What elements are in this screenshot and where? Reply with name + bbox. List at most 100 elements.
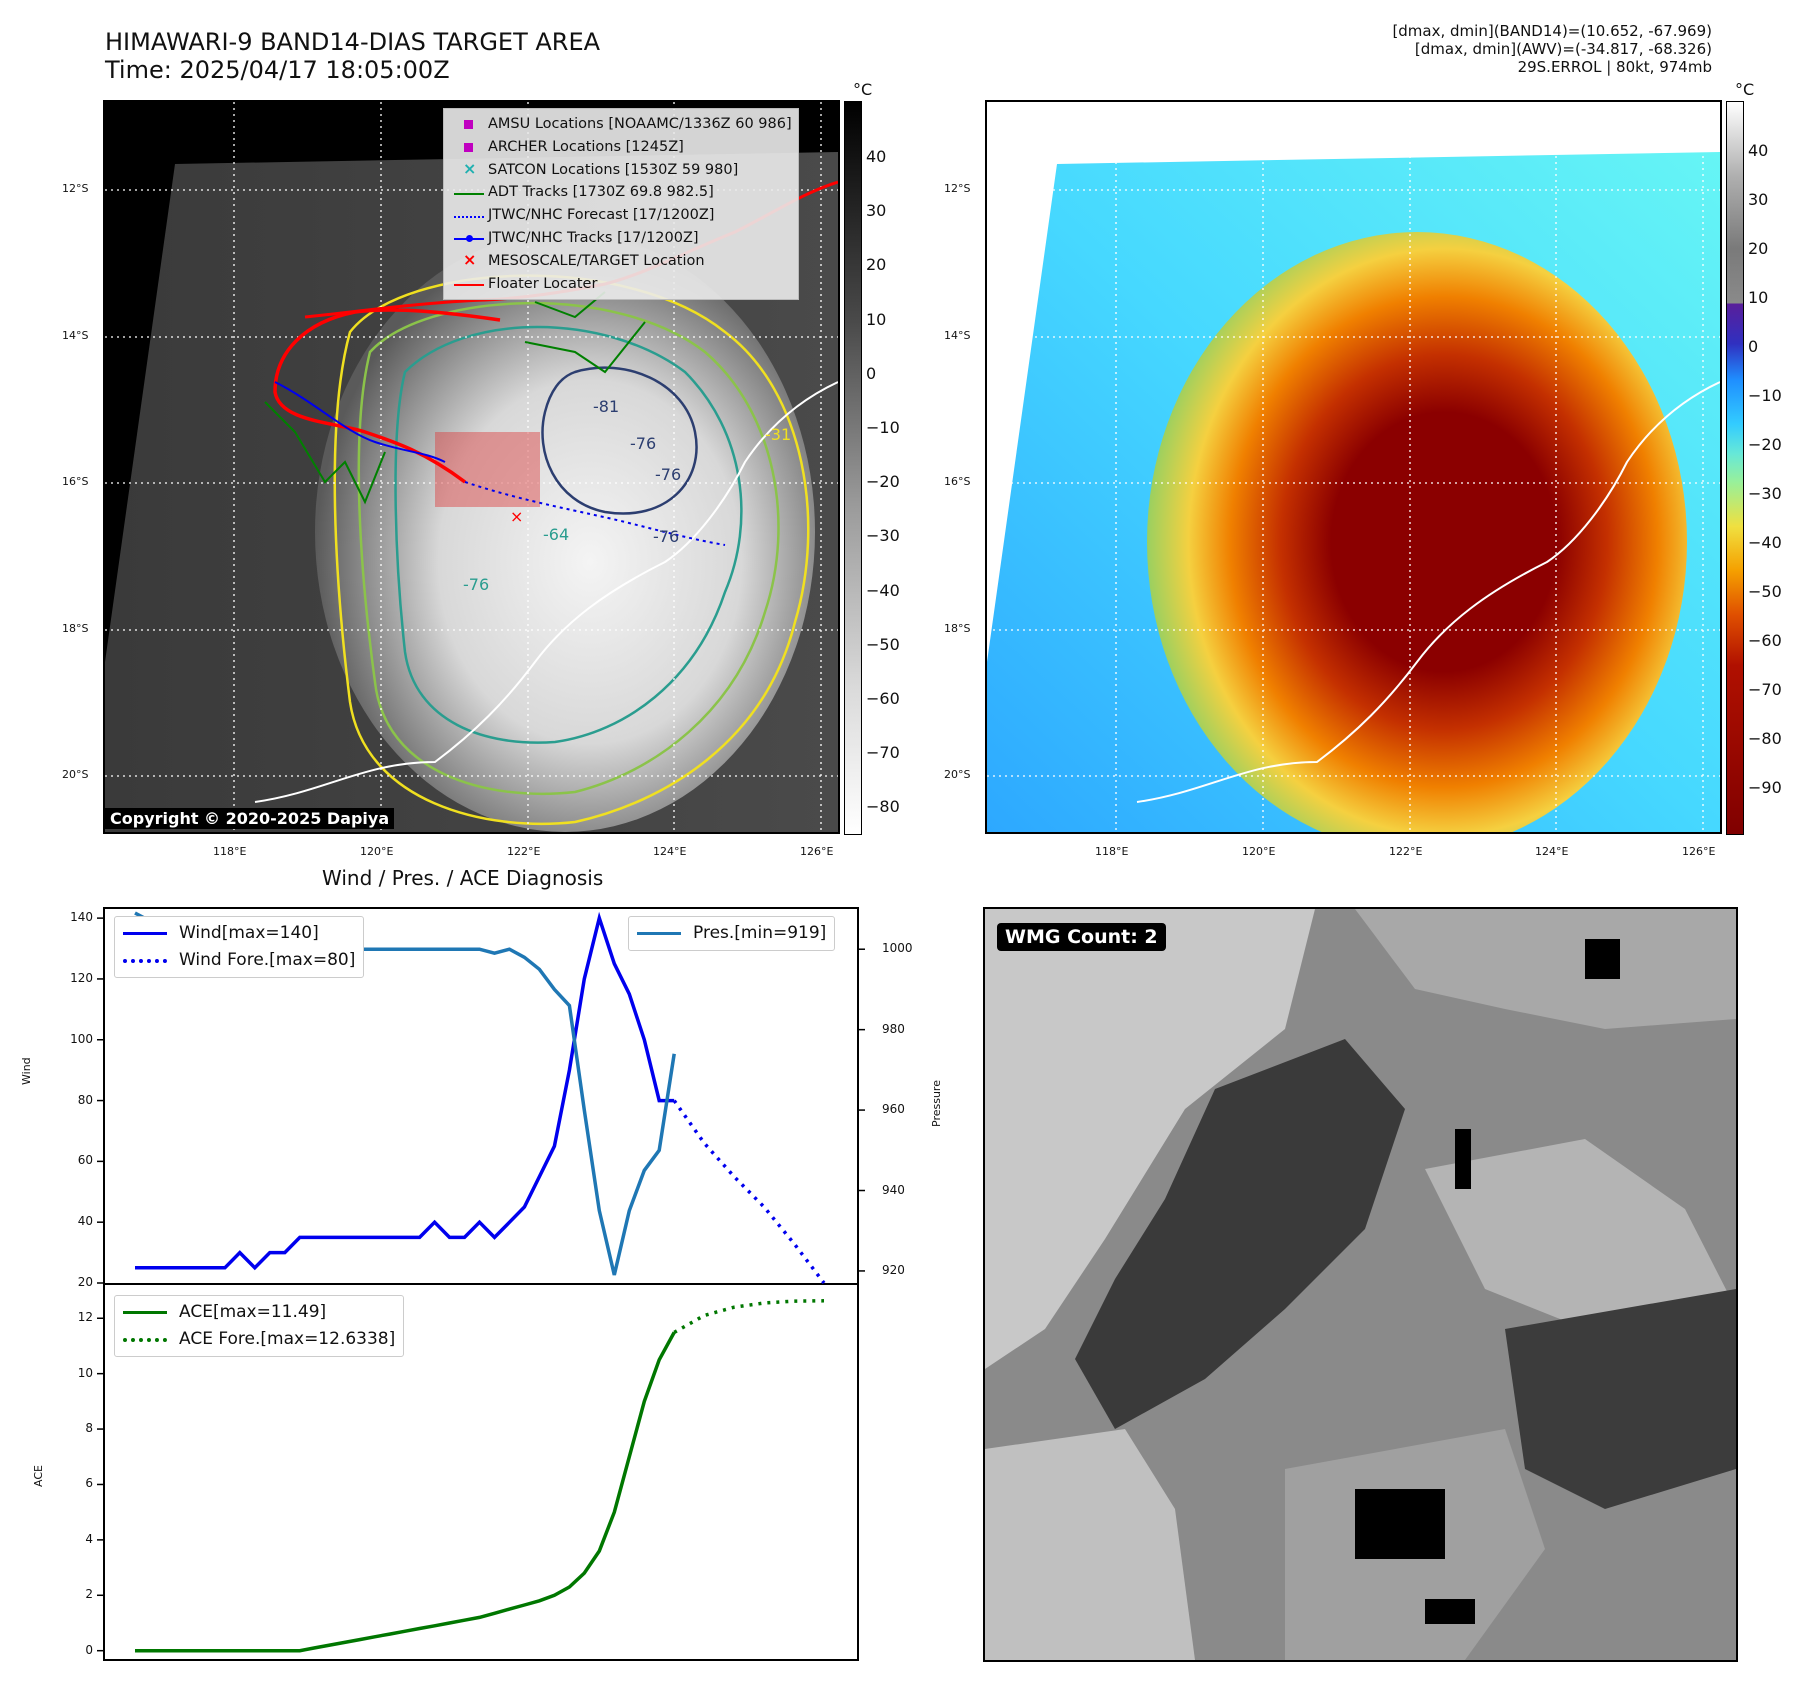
grayscale-map-panel: × -81 -76 -76 -76 -64 -76 -31 AMSU Locat… (103, 100, 840, 834)
info-line-3: 29S.ERROL | 80kt, 974mb (1517, 58, 1712, 76)
legend-ace: ACE[max=11.49] (179, 1302, 327, 1322)
wmg-light-region (985, 909, 1315, 1369)
target-marker: × (510, 507, 523, 526)
map-legend-label: AMSU Locations [NOAAMC/1336Z 60 986] (488, 116, 792, 132)
lat2-label-12s: 12°S (944, 182, 971, 195)
contour-label-4: -76 (653, 527, 679, 546)
legend-symbol-icon (450, 182, 488, 204)
colorbar-tick-label: −80 (1748, 729, 1782, 748)
map-legend-label: Floater Locater (488, 275, 598, 292)
legend-symbol-icon: × (463, 250, 477, 270)
wmg-light-region-2 (985, 1429, 1195, 1660)
lat2-label-14s: 14°S (944, 329, 971, 342)
lat2-label-20s: 20°S (944, 768, 971, 781)
colorbar-tick-label: 30 (866, 201, 887, 221)
contour-label-3: -76 (655, 465, 681, 484)
map-legend: AMSU Locations [NOAAMC/1336Z 60 986] ARCH… (443, 108, 799, 301)
wmg-svg (985, 909, 1736, 1660)
legend-symbol-icon (450, 205, 488, 227)
axis-tick-label: 0 (85, 1642, 93, 1657)
cloud-mass (315, 232, 815, 832)
map-legend-item: ARCHER Locations [1245Z] (450, 136, 792, 159)
ace-legend: ACE[max=11.49] ACE Fore.[max=12.6338] (114, 1295, 405, 1357)
lon-label-118e: 118°E (213, 845, 247, 858)
map-legend-item: JTWC/NHC Tracks [17/1200Z] (450, 227, 792, 250)
wind-legend: Wind[max=140] Wind Fore.[max=80] (114, 916, 365, 978)
jtwc-track (274, 381, 446, 463)
colorbar-tick-label: −90 (1748, 778, 1782, 797)
contour-teal (394, 325, 743, 744)
map-legend-label: ARCHER Locations [1245Z] (488, 138, 684, 155)
wmg-cold-spot-3 (1425, 1599, 1475, 1624)
lon-label-124e: 124°E (653, 845, 687, 858)
color-map-panel (985, 100, 1722, 834)
ace-axes (103, 1283, 859, 1661)
wmg-panel: WMG Count: 2 (983, 907, 1738, 1662)
color-map-gridlines (987, 102, 1720, 832)
axis-tick-label: 40 (77, 1214, 93, 1229)
axis-tick-label: 4 (85, 1531, 93, 1546)
lon2-label-120e: 120°E (1242, 845, 1276, 858)
axis-tick-label: 1000 (882, 941, 913, 956)
colorbar-tick-label: 20 (866, 255, 887, 275)
colorbar-tick-label: 20 (1748, 239, 1769, 258)
wind-axis-label: Wind (20, 1057, 33, 1085)
pressure-legend: Pres.[min=919] (628, 916, 836, 951)
map-legend-item: Floater Locater (450, 273, 792, 296)
wmg-cold-spot-2 (1585, 939, 1620, 979)
target-area-box (435, 432, 540, 507)
colorbar-tick-label: −40 (866, 580, 900, 600)
axis-tick-label: 120 (70, 970, 93, 985)
colorbar-tick-label: −30 (866, 526, 900, 546)
wmg-dark-region-2 (1505, 1289, 1736, 1509)
contour-label-6: -76 (463, 575, 489, 594)
contour-green (357, 302, 780, 796)
wmg-count-label: WMG Count: 2 (997, 923, 1166, 951)
map-legend-rows: AMSU Locations [NOAAMC/1336Z 60 986] ARCH… (450, 113, 792, 295)
lat-label-12s: 12°S (62, 182, 89, 195)
colorbar-tick-label: −20 (1748, 435, 1782, 454)
color-cloud-mass (1147, 232, 1687, 832)
legend-symbol-icon (450, 113, 488, 135)
grayscale-colorbar (844, 101, 862, 835)
map-legend-item: × SATCON Locations [1530Z 59 980] (450, 159, 792, 182)
lon2-label-124e: 124°E (1535, 845, 1569, 858)
map-legend-label: JTWC/NHC Tracks [17/1200Z] (488, 229, 699, 246)
floater-loop (273, 308, 501, 484)
info-line-2: [dmax, dmin](AWV)=(-34.817, -68.326) (1414, 40, 1712, 58)
color-colorbar (1726, 101, 1744, 835)
lon-label-126e: 126°E (800, 845, 834, 858)
colorbar-tick-label: −80 (866, 797, 900, 817)
axis-tick-label: 980 (882, 1021, 905, 1036)
colorbar-tick-label: 40 (866, 147, 887, 166)
axis-tick-label: 8 (85, 1421, 93, 1436)
axis-tick-label: 12 (77, 1310, 93, 1325)
lon2-label-126e: 126°E (1682, 845, 1716, 858)
pressure-axis-label: Pressure (930, 1080, 943, 1127)
color-colorbar-unit: °C (1735, 80, 1755, 99)
map-legend-item: JTWC/NHC Forecast [17/1200Z] (450, 204, 792, 227)
lat-label-16s: 16°S (62, 475, 89, 488)
colorbar-tick-label: 10 (1748, 288, 1769, 307)
colorbar-tick-label: 30 (1748, 190, 1769, 209)
contour-label-5: -64 (543, 525, 569, 544)
legend-wind-fore: Wind Fore.[max=80] (179, 950, 356, 970)
lon-label-122e: 122°E (507, 845, 541, 858)
figure-title: HIMAWARI-9 BAND14-DIAS TARGET AREA Time:… (105, 28, 600, 84)
color-map-svg (987, 102, 1720, 832)
colorbar-tick-label: −50 (866, 634, 900, 654)
colorbar-tick-label: −20 (866, 472, 900, 492)
wmg-cold-cluster (1355, 1489, 1445, 1559)
coastline (254, 381, 838, 803)
colorbar-tick-label: 0 (866, 363, 877, 383)
wmg-cold-spot-1 (1455, 1129, 1471, 1189)
map-legend-label: SATCON Locations [1530Z 59 980] (488, 161, 739, 178)
lat-label-14s: 14°S (62, 329, 89, 342)
axis-tick-label: 960 (882, 1102, 905, 1117)
axis-tick-label: 80 (77, 1092, 93, 1107)
ace-axis-label: ACE (32, 1465, 45, 1487)
grayscale-map-svg: × -81 -76 -76 -76 -64 -76 -31 (105, 102, 838, 832)
legend-symbol-icon (450, 273, 488, 295)
colorbar-tick-label: 10 (866, 309, 887, 329)
diagnosis-title: Wind / Pres. / ACE Diagnosis (322, 866, 604, 890)
